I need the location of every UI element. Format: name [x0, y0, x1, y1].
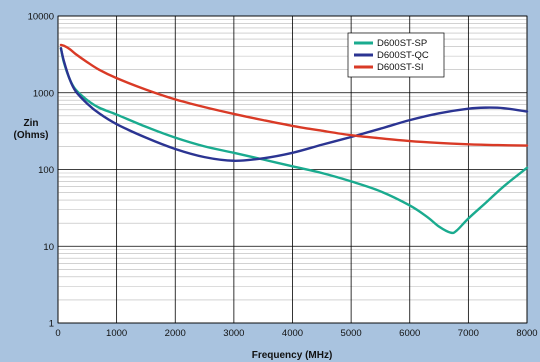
legend: D600ST-SP D600ST-QC D600ST-SI — [347, 32, 445, 78]
x-tick-label: 0 — [55, 328, 60, 339]
y-axis-title-line-1: Zin — [24, 118, 39, 129]
x-tick-label: 6000 — [399, 328, 420, 339]
legend-label-sp: D600ST-SP — [377, 38, 427, 49]
y-tick-label: 1000 — [33, 88, 54, 99]
y-axis-title-line-2: (Ohms) — [14, 130, 49, 141]
x-tick-label: 5000 — [341, 328, 362, 339]
x-tick-labels: 0 1000 2000 3000 4000 5000 6000 7000 8000 — [55, 328, 537, 339]
x-tick-label: 4000 — [282, 328, 303, 339]
y-tick-labels: 1 10 100 1000 10000 — [28, 12, 54, 330]
series-line-si — [59, 43, 529, 147]
x-tick-label: 3000 — [223, 328, 244, 339]
series-layer — [59, 43, 529, 235]
legend-label-si: D600ST-SI — [377, 62, 423, 73]
series-line-sp — [59, 47, 529, 235]
x-tick-label: 8000 — [516, 328, 537, 339]
y-tick-label: 10000 — [28, 12, 54, 23]
x-axis-title: Frequency (MHz) — [252, 350, 333, 361]
x-tick-label: 1000 — [106, 328, 127, 339]
x-tick-label: 2000 — [165, 328, 186, 339]
legend-label-qc: D600ST-QC — [377, 50, 429, 61]
y-tick-label: 10 — [43, 242, 54, 253]
series-line-qc — [59, 47, 529, 162]
major-grid — [57, 15, 528, 324]
y-tick-label: 100 — [38, 165, 54, 176]
x-tick-label: 7000 — [458, 328, 479, 339]
y-tick-label: 1 — [49, 319, 54, 330]
